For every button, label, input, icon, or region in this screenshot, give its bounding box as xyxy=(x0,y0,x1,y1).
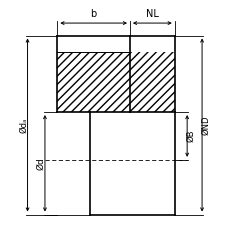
Text: NL: NL xyxy=(146,9,159,19)
Bar xyxy=(130,52,175,112)
Text: ØND: ØND xyxy=(201,115,210,135)
Text: ØB: ØB xyxy=(186,130,196,142)
Text: Ød: Ød xyxy=(37,157,46,170)
Text: b: b xyxy=(90,9,97,19)
Bar xyxy=(58,52,130,112)
Text: Ødₐ: Ødₐ xyxy=(19,117,28,133)
